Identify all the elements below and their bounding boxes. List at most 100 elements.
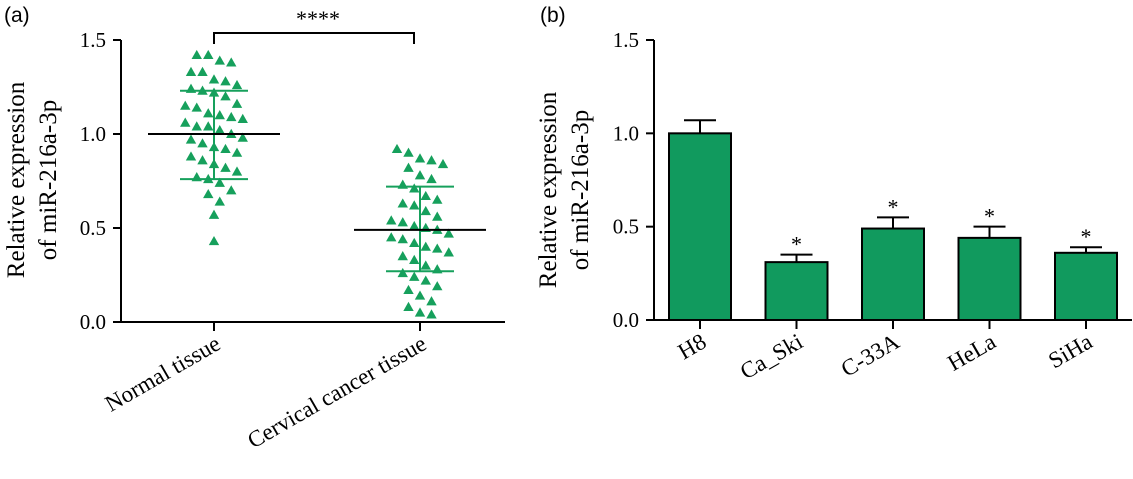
panel-a-data-point xyxy=(403,147,414,157)
panel-b-significance-label: * xyxy=(984,204,995,229)
panel-a-data-point xyxy=(432,194,443,204)
panel-a-data-point xyxy=(180,117,191,127)
panel-b-ylabel-line1: Relative expression xyxy=(535,91,562,288)
panel-a-data-point xyxy=(420,241,431,251)
panel-a-data-point xyxy=(197,138,208,148)
panel-a-data-point xyxy=(203,188,214,199)
panel-b-bar xyxy=(1054,251,1118,321)
panel-a-data-point xyxy=(191,102,202,112)
panel-a-data-point xyxy=(414,290,426,300)
panel-a-data-point xyxy=(220,162,231,172)
panel-a-data-point xyxy=(208,209,220,219)
panel-a-data-point xyxy=(386,232,397,242)
panel-a-data-point xyxy=(403,162,414,172)
panel-a-data-point xyxy=(203,49,214,60)
panel-a-data-point xyxy=(437,158,449,169)
panel-b-significance-label: * xyxy=(888,194,899,219)
panel-a-data-point xyxy=(420,260,431,270)
panel-a-data-point xyxy=(409,220,420,231)
panel-a-data-point xyxy=(185,151,197,161)
panel-b-bar xyxy=(668,132,732,321)
panel-a-data-point xyxy=(409,254,420,264)
panel-b-category-label: C-33A xyxy=(837,328,904,381)
panel-a-data-point xyxy=(426,173,437,184)
panel-a-data-point xyxy=(231,147,243,157)
panel-b-bar xyxy=(957,236,1022,321)
panel-a-data-point xyxy=(397,267,408,278)
panel-a-data-point xyxy=(426,309,437,319)
panel-a-data-point xyxy=(432,243,443,253)
panel-b-ytick-label: 0.0 xyxy=(613,308,639,332)
panel-b-bar xyxy=(764,261,829,321)
panel-a-data-point xyxy=(220,143,231,154)
panel-a-data-point xyxy=(420,205,431,216)
panel-a-data-point xyxy=(443,247,454,257)
panel-a-ytick-label: 1.5 xyxy=(80,28,106,52)
panel-b-category-label: Ca_Ski xyxy=(736,329,807,385)
panel-a-data-point xyxy=(214,55,225,65)
panel-a-data-point xyxy=(220,91,231,101)
panel-b-ylabel-line2: of miR-216a-3p xyxy=(567,110,594,270)
panel-a-ytick-label: 0.0 xyxy=(80,310,106,334)
panel-a-data-point xyxy=(420,275,431,285)
panel-a-data-point xyxy=(208,74,220,84)
panel-a-data-point xyxy=(214,125,225,135)
panel-a-data-point xyxy=(432,281,443,291)
panel-a-data-point xyxy=(220,76,231,86)
panel-a-data-point xyxy=(197,66,208,76)
panel-a-data-point xyxy=(191,121,202,131)
panel-a-significance-label: **** xyxy=(296,6,340,31)
panel-a-data-point xyxy=(409,237,420,248)
panel-a-data-point xyxy=(231,79,243,90)
panel-a-data-point xyxy=(414,153,426,163)
panel-a-ylabel-line2: of miR-216a-3p xyxy=(35,100,62,260)
panel-a-data-point xyxy=(237,113,248,123)
panel-b-bar xyxy=(861,227,925,322)
panel-a-data-point xyxy=(391,143,403,154)
panel-b-ytick-label: 0.5 xyxy=(613,215,639,239)
panel-a-data-point xyxy=(397,251,408,261)
panel-a-data-point xyxy=(426,155,437,165)
panel-a-data-point xyxy=(203,108,214,118)
panel-a-data-point xyxy=(226,185,237,195)
panel-a-data-point xyxy=(226,111,237,122)
panel-b-category-label: H8 xyxy=(674,329,711,365)
panel-a-data-point xyxy=(214,177,225,187)
panel-a-data-point xyxy=(226,57,237,67)
panel-a-data-point xyxy=(409,183,420,193)
panel-a-ytick-label: 1.0 xyxy=(80,122,106,146)
panel-a-data-point xyxy=(203,121,214,131)
panel-a-data-point xyxy=(397,234,408,244)
panel-a-ylabel-line1: Relative expression xyxy=(3,81,30,278)
panel-a-data-point xyxy=(397,198,408,208)
panel-a-data-point xyxy=(426,296,437,306)
panel-a-data-point xyxy=(197,155,208,165)
panel-a-data-point xyxy=(214,110,225,120)
panel-a-data-point xyxy=(414,307,426,317)
panel-b-category-label: SiHa xyxy=(1044,329,1096,374)
panel-a-data-point xyxy=(409,271,420,281)
panel-a-ytick-label: 0.5 xyxy=(80,216,106,240)
panel-a-significance-bracket xyxy=(213,32,415,44)
panel-a-data-point xyxy=(420,190,431,201)
panel-b-bar-chart: (b) Relative expression of miR-216a-3p 0… xyxy=(535,4,1132,384)
panel-a-data-point xyxy=(414,170,426,180)
panel-a-data-point xyxy=(214,196,225,206)
panel-a-data-point xyxy=(185,66,197,76)
panel-a-data-point xyxy=(403,301,414,311)
panel-a-data-point xyxy=(403,284,414,295)
panel-b-ytick-label: 1.0 xyxy=(613,121,639,145)
panel-a-data-point xyxy=(180,100,191,110)
panel-a-data-point xyxy=(231,98,243,108)
panel-a-data-point xyxy=(397,217,408,227)
panel-a-data-point xyxy=(409,200,420,210)
panel-a-data-point xyxy=(231,166,243,176)
panel-b-significance-label: * xyxy=(1081,224,1092,249)
panel-a-data-point xyxy=(208,235,220,246)
panel-a-letter: (a) xyxy=(4,4,30,27)
panel-b-significance-label: * xyxy=(791,232,802,257)
panel-b-letter: (b) xyxy=(540,4,566,27)
panel-a-data-point xyxy=(443,228,454,238)
panel-a-scatter-chart: (a) Relative expression of miR-216a-3p 0… xyxy=(3,4,505,453)
